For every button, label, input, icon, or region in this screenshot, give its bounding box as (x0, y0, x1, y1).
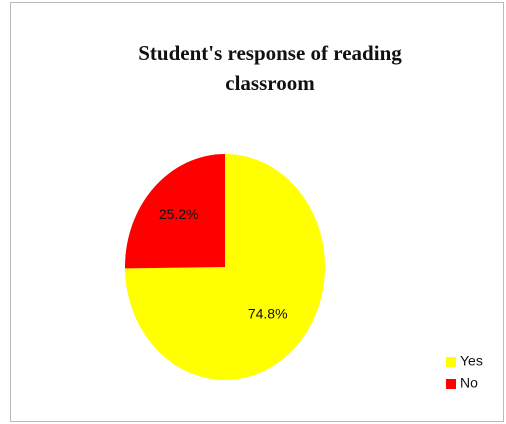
legend-label: No (460, 375, 478, 391)
chart-frame (10, 2, 504, 422)
chart-title: Student's response of reading classroom (138, 41, 402, 95)
pie-slice (125, 154, 225, 269)
legend-label: Yes (460, 353, 483, 369)
legend-swatch (446, 357, 456, 367)
data-label: 25.2% (159, 206, 199, 222)
pie-slice (125, 154, 325, 380)
data-label: 74.8% (248, 305, 288, 321)
legend-swatch (446, 379, 456, 389)
